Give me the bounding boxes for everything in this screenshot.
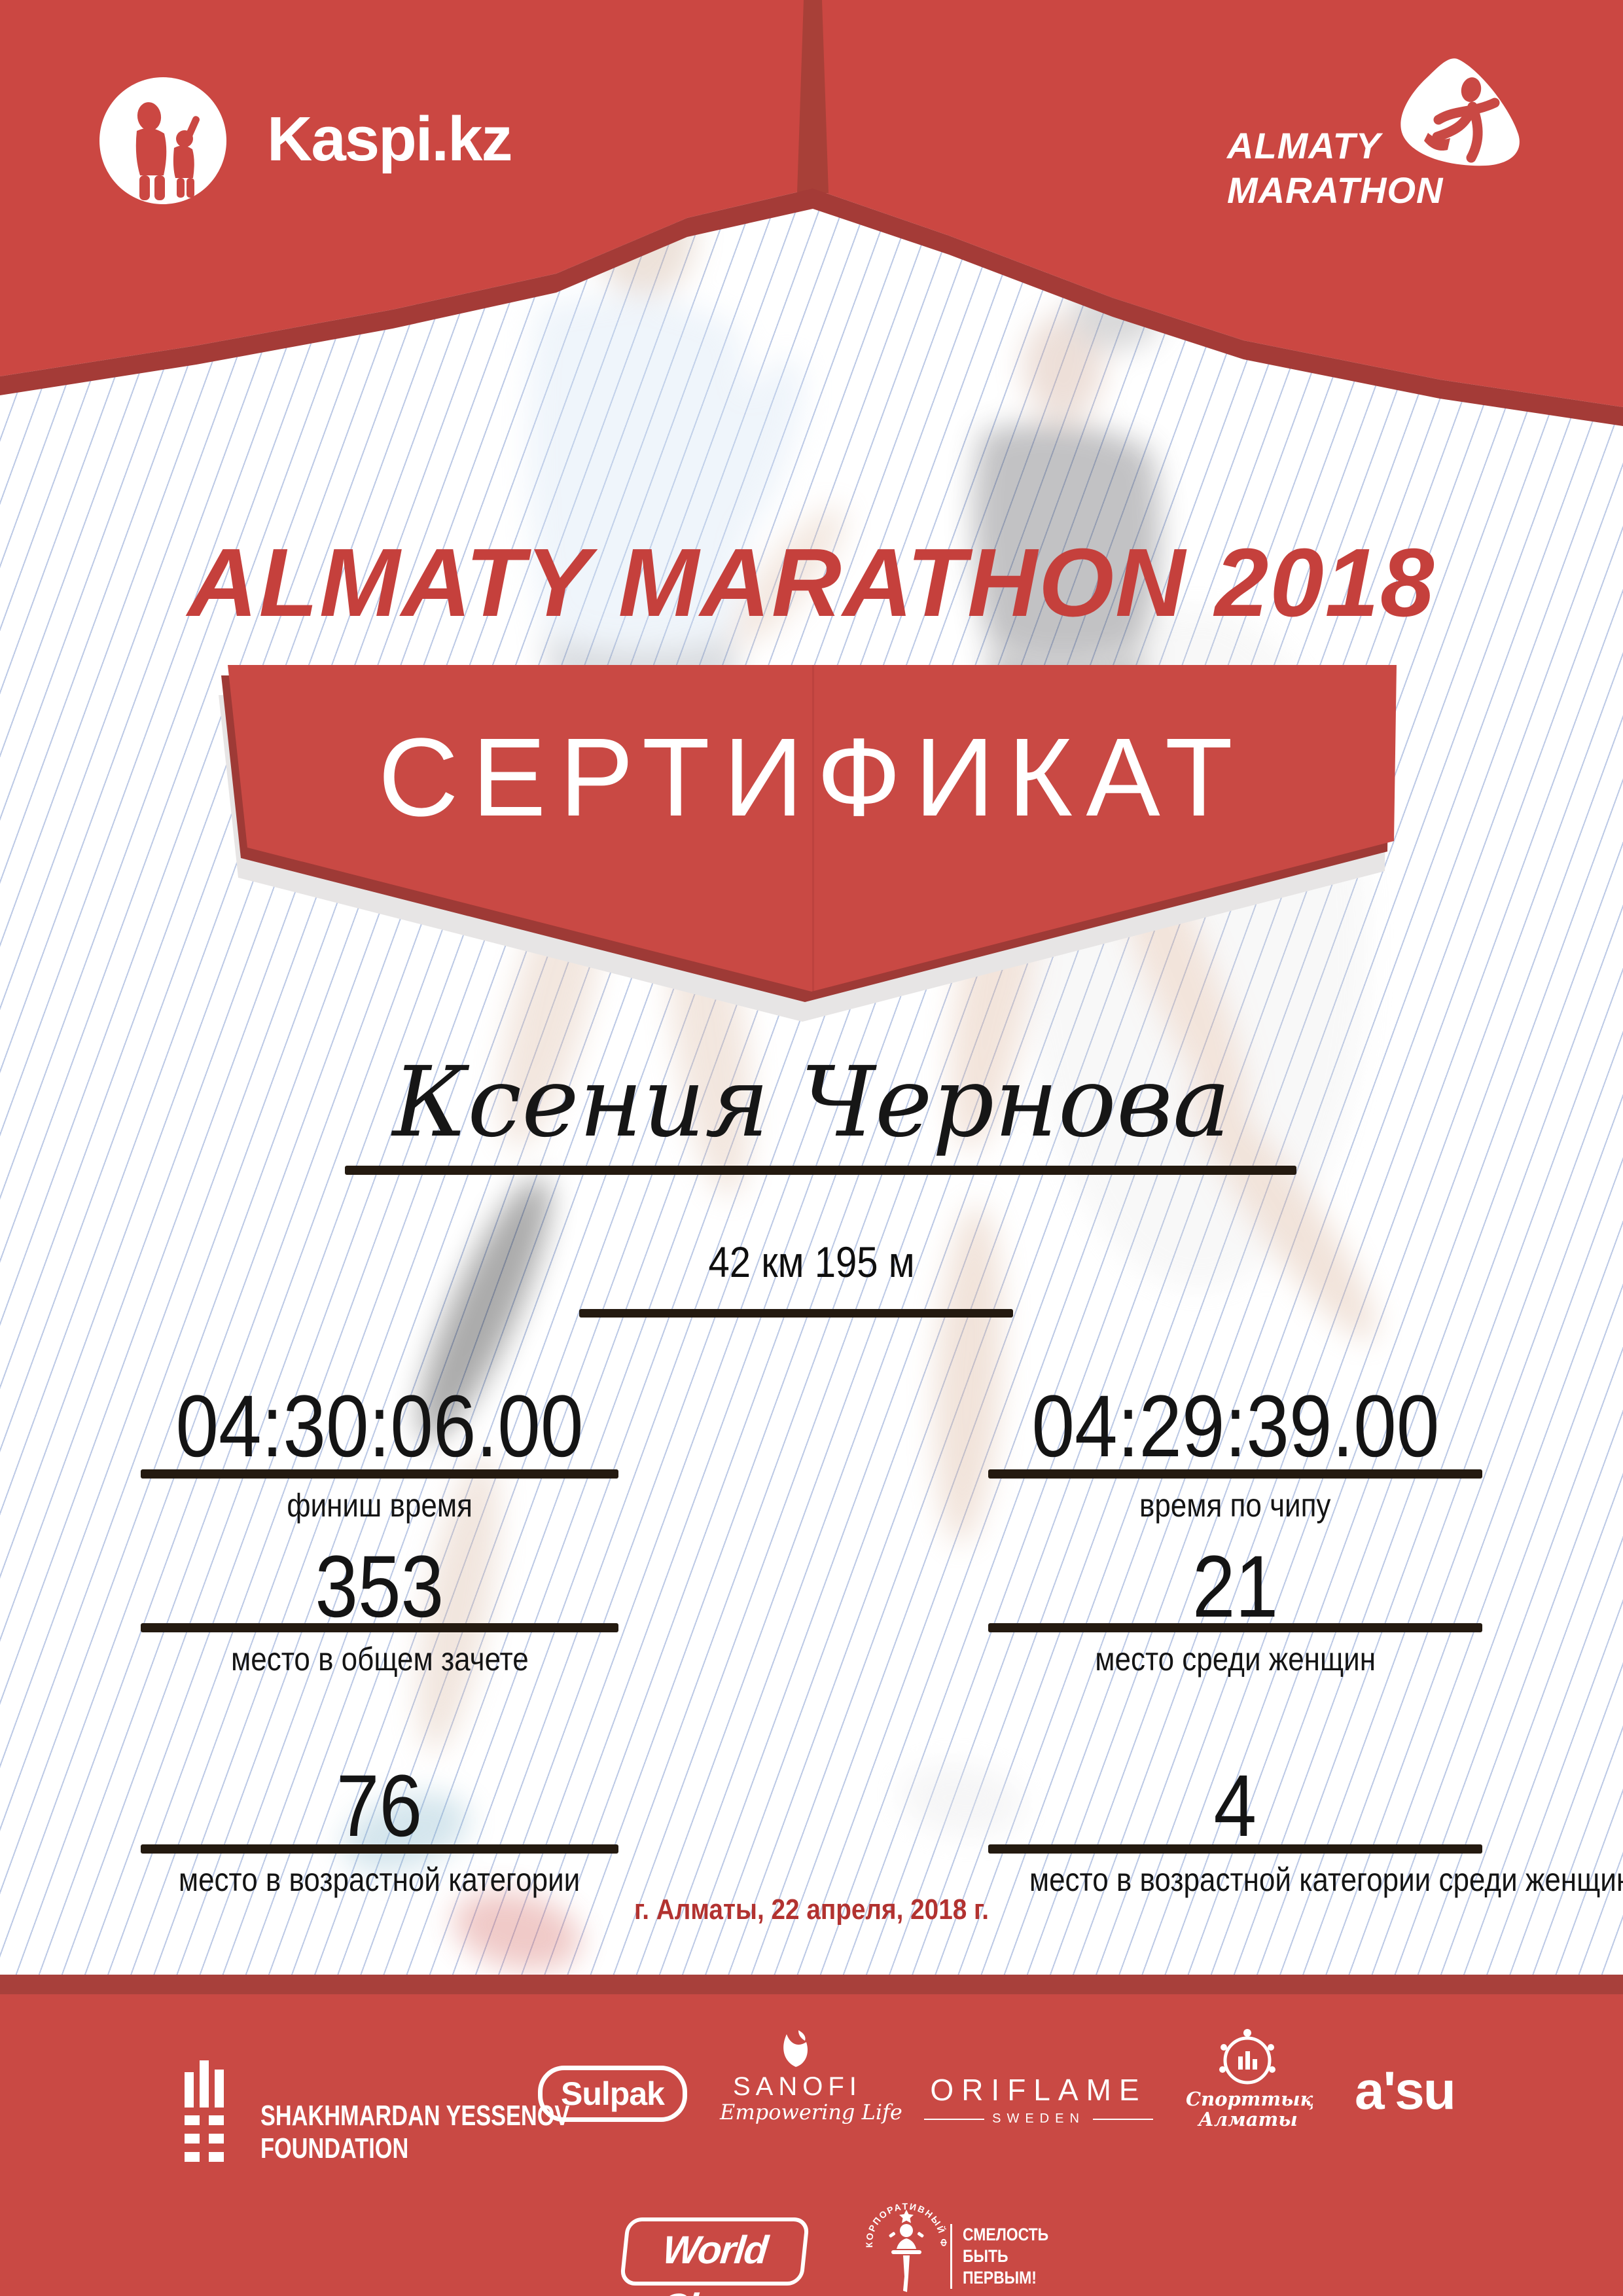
almaty-marathon-logo-icon <box>1395 56 1523 169</box>
age-women-place-label: место в возрастной категории среди женщи… <box>988 1860 1623 1899</box>
age-place-rule <box>141 1844 618 1854</box>
oriflame-sweden: SWEDEN <box>924 2111 1153 2126</box>
header-band: Kaspi.kz ALMATY MARATHON <box>0 0 1623 458</box>
age-place-value: 76 <box>141 1763 618 1850</box>
sport-almaty-line2: Алматы <box>1198 2108 1298 2130</box>
sport-almaty-line1: Спорттық <box>1186 2088 1314 2110</box>
fund-motto-line2: БЫТЬ <box>963 2246 1008 2266</box>
chip-time-value: 04:29:39.00 <box>988 1383 1482 1471</box>
age-women-place-rule <box>988 1844 1482 1854</box>
yessenov-foundation-icon <box>185 2060 224 2165</box>
overall-place-label-text: место в общем зачете <box>230 1641 529 1677</box>
footer-dark-strip <box>0 1975 1623 1994</box>
event-date-text: г. Алматы, 22 апреля, 2018 г. <box>633 1893 990 1926</box>
fund-emblem-icon: КОРПОРАТИВНЫЙ ФОНД <box>865 2187 948 2296</box>
age-place-label: место в возрастной категории <box>141 1860 618 1899</box>
asu-logo: a'su <box>1355 2061 1456 2121</box>
sulpak-logo: Sulpak <box>538 2066 687 2122</box>
overall-place-value: 353 <box>141 1543 618 1631</box>
distance-underline <box>579 1309 1013 1318</box>
distance-text: 42 км 195 м <box>708 1238 915 1286</box>
finish-time-rule <box>141 1469 618 1479</box>
chip-time-label: время по чипу <box>988 1486 1482 1525</box>
women-place-text: 21 <box>1192 1538 1279 1636</box>
age-place-label-text: место в возрастной категории <box>179 1861 580 1898</box>
sanofi-logo: SANOFI <box>733 2072 862 2101</box>
age-women-place-value: 4 <box>988 1763 1482 1850</box>
sport-almaty-emblem-icon <box>1216 2029 1279 2092</box>
age-women-place-label-text: место в возрастной категории среди женщи… <box>1029 1861 1623 1898</box>
banner-title: СЕРТИФИКАТ <box>378 715 1247 840</box>
women-place-label-text: место среди женщин <box>1095 1641 1376 1677</box>
women-place-value: 21 <box>988 1543 1482 1631</box>
finish-time-label-text: финиш время <box>287 1487 473 1524</box>
oriflame-sweden-text: SWEDEN <box>992 2111 1085 2126</box>
kaspi-logo-text: Kaspi.kz <box>267 104 512 174</box>
yessenov-line1: SHAKHMARDAN YESSENOV <box>260 2100 570 2132</box>
oriflame-logo: ORIFLAME <box>930 2073 1147 2107</box>
sanofi-bird-icon <box>779 2029 813 2068</box>
sulpak-text: Sulpak <box>561 2075 665 2112</box>
worldclass-logo: World Class <box>619 2217 810 2296</box>
chip-time-label-text: время по чипу <box>1139 1487 1331 1524</box>
overall-place-label: место в общем зачете <box>141 1640 618 1679</box>
sport-almaty-name: Спорттық Алматы <box>1186 2088 1314 2130</box>
women-place-rule <box>988 1623 1482 1632</box>
finish-time-value: 04:30:06.00 <box>141 1383 618 1471</box>
yessenov-foundation-name: SHAKHMARDAN YESSENOV FOUNDATION <box>260 2100 657 2165</box>
event-title: ALMATY MARATHON 2018 <box>187 529 1436 637</box>
almaty-logo-line2: MARATHON <box>1227 170 1444 211</box>
name-underline <box>345 1166 1296 1175</box>
yessenov-line2: FOUNDATION <box>260 2132 409 2164</box>
banner-crease <box>812 665 814 992</box>
sanofi-tagline: Empowering Life <box>720 2100 902 2125</box>
finish-time-label: финиш время <box>141 1486 618 1525</box>
almaty-logo-line1: ALMATY <box>1227 125 1382 166</box>
event-date: г. Алматы, 22 апреля, 2018 г. <box>0 1893 1623 1926</box>
finish-time-text: 04:30:06.00 <box>175 1378 584 1475</box>
chip-time-text: 04:29:39.00 <box>1031 1378 1439 1475</box>
footer-red-band <box>0 1994 1623 2296</box>
worldclass-text: World Class <box>657 2228 770 2296</box>
fund-motto-line3: ПЕРВЫМ! <box>963 2268 1037 2287</box>
overall-place-text: 353 <box>315 1538 444 1636</box>
participant-name: Ксения Чернова <box>392 1046 1231 1158</box>
fund-motto-line1: СМЕЛОСТЬ <box>963 2225 1049 2244</box>
chip-time-rule <box>988 1469 1482 1479</box>
age-place-text: 76 <box>336 1757 423 1855</box>
women-place-label: место среди женщин <box>988 1640 1482 1679</box>
distance-value: 42 км 195 м <box>336 1237 1287 1287</box>
certificate-banner: СЕРТИФИКАТ <box>219 665 1397 1022</box>
kaspi-figures-icon <box>135 102 200 200</box>
overall-place-rule <box>141 1623 618 1632</box>
age-women-place-text: 4 <box>1213 1757 1257 1855</box>
fund-motto: СМЕЛОСТЬ БЫТЬ ПЕРВЫМ! <box>950 2224 1063 2289</box>
kaspi-logo-icon <box>99 77 226 204</box>
